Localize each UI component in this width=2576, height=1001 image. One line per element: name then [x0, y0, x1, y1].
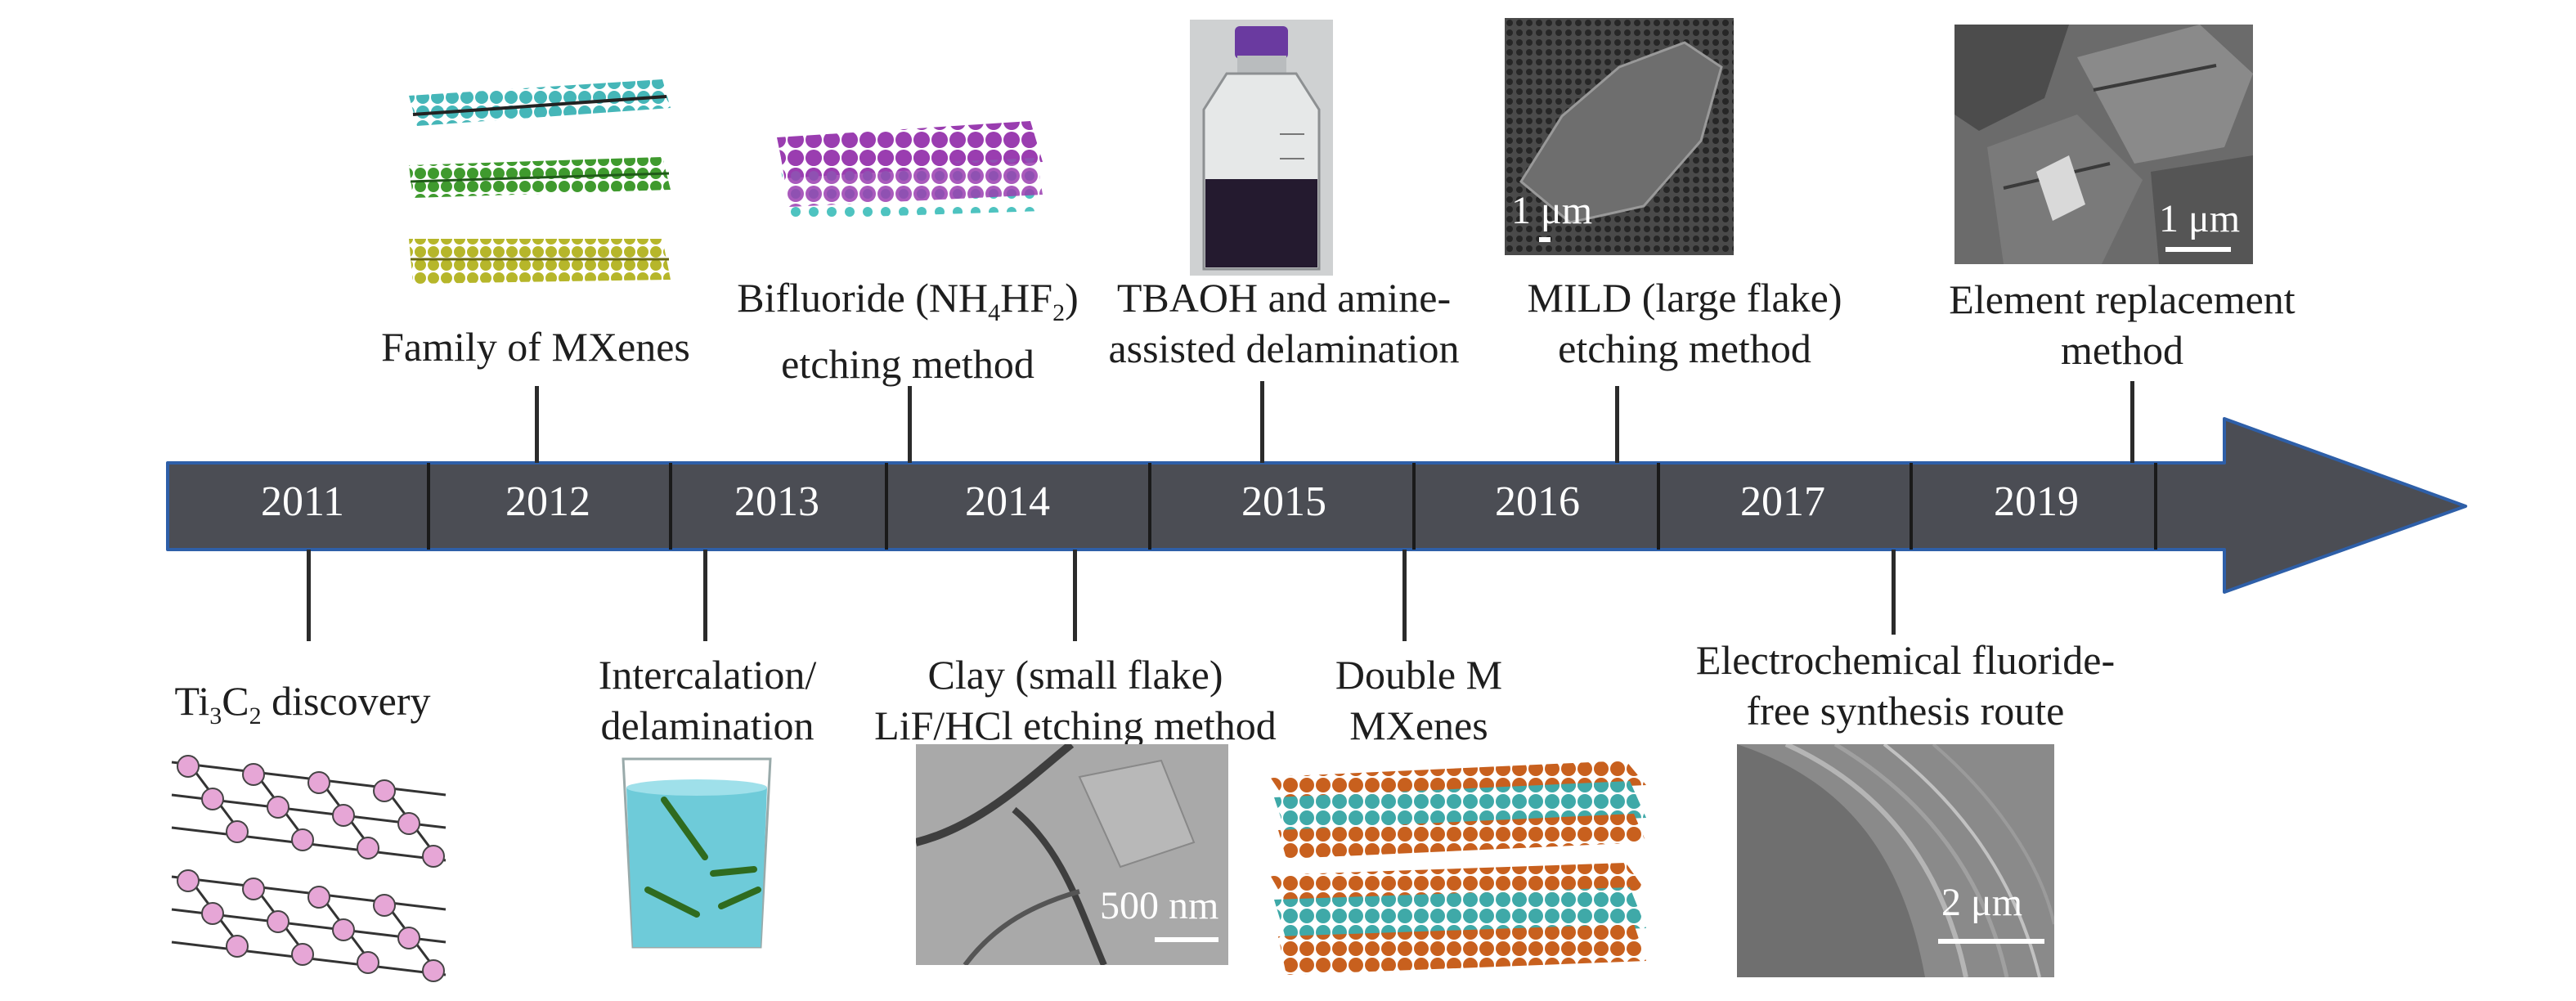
event-electrochemical-synthesis: Electrochemical fluoride- free synthesis…: [1695, 637, 2116, 734]
mild-scale-label: 1 μm: [1511, 189, 1593, 232]
year-divider: [2154, 463, 2157, 550]
event-double-m-mxenes: Double M MXenes: [1335, 652, 1503, 748]
mild-scale-bar: [1539, 237, 1551, 242]
event-family-of-mxenes: Family of MXenes: [381, 324, 690, 370]
clay-tem-image: 500 nm: [916, 744, 1228, 965]
tick-top-2014: [908, 386, 912, 463]
event-element-replacement: Element replacement method: [1949, 276, 2296, 373]
year-label-2013: 2013: [734, 478, 819, 525]
year-label-2012: 2012: [505, 478, 590, 525]
mxene-family-structure-image: [409, 79, 671, 284]
year-label-2015: 2015: [1241, 478, 1326, 525]
electro-scale-label: 2 μm: [1941, 881, 2023, 924]
event-ti3c2-discovery: Ti3C2 discovery: [131, 676, 474, 742]
tick-bottom-2017: [1892, 550, 1896, 635]
mild-sem-image: 1 μm: [1505, 18, 1734, 255]
year-divider: [885, 463, 888, 550]
event-mild-etching: MILD (large flake) etching method: [1527, 275, 1842, 371]
year-divider: [1657, 463, 1660, 550]
tbaoh-bottle-photo: [1190, 20, 1333, 276]
year-label-2016: 2016: [1495, 478, 1580, 525]
tick-top-2016: [1615, 386, 1619, 463]
electro-scale-bar: [1938, 939, 2044, 944]
year-label-2014: 2014: [965, 478, 1050, 525]
element-scale-label: 1 μm: [2159, 197, 2241, 240]
bifluoride-structure-image: [777, 121, 1043, 219]
clay-scale-label: 500 nm: [1100, 884, 1219, 927]
year-divider: [1910, 463, 1913, 550]
tick-top-2019: [2130, 381, 2134, 463]
event-tbaoh-delamination: TBAOH and amine- assisted delamination: [1108, 275, 1460, 371]
element-scale-bar: [2165, 247, 2231, 252]
clay-scale-bar: [1155, 937, 1218, 942]
year-divider: [1148, 463, 1151, 550]
event-intercalation: Intercalation/ delamination: [598, 652, 817, 748]
intercalation-beaker-image: [622, 757, 772, 949]
year-divider: [427, 463, 430, 550]
tick-bottom-2014: [1073, 550, 1077, 641]
year-label-2019: 2019: [1994, 478, 2079, 525]
tick-bottom-2013: [703, 550, 707, 641]
element-replacement-sem-image: 1 μm: [1954, 25, 2253, 264]
tick-top-2012: [535, 386, 539, 463]
event-clay-etching: Clay (small flake) LiF/HCl etching metho…: [874, 652, 1277, 748]
electrochemical-sem-image: 2 μm: [1737, 744, 2054, 977]
year-label-2011: 2011: [260, 478, 345, 525]
bifluoride-formula: Bifluoride (NH4HF2): [737, 275, 1079, 326]
ti3c2-formula: Ti3C2 discovery: [174, 678, 431, 729]
ti3c2-lattice-image: [171, 755, 447, 982]
event-bifluoride-etching: Bifluoride (NH4HF2) etching method: [691, 272, 1124, 389]
double-m-mxene-structure-image: [1270, 761, 1646, 975]
tick-bottom-2015: [1402, 550, 1407, 641]
tick-bottom-2011: [307, 550, 311, 641]
year-divider: [669, 463, 672, 550]
year-divider: [1412, 463, 1416, 550]
year-label-2017: 2017: [1740, 478, 1825, 525]
tick-top-2015: [1260, 381, 1264, 463]
